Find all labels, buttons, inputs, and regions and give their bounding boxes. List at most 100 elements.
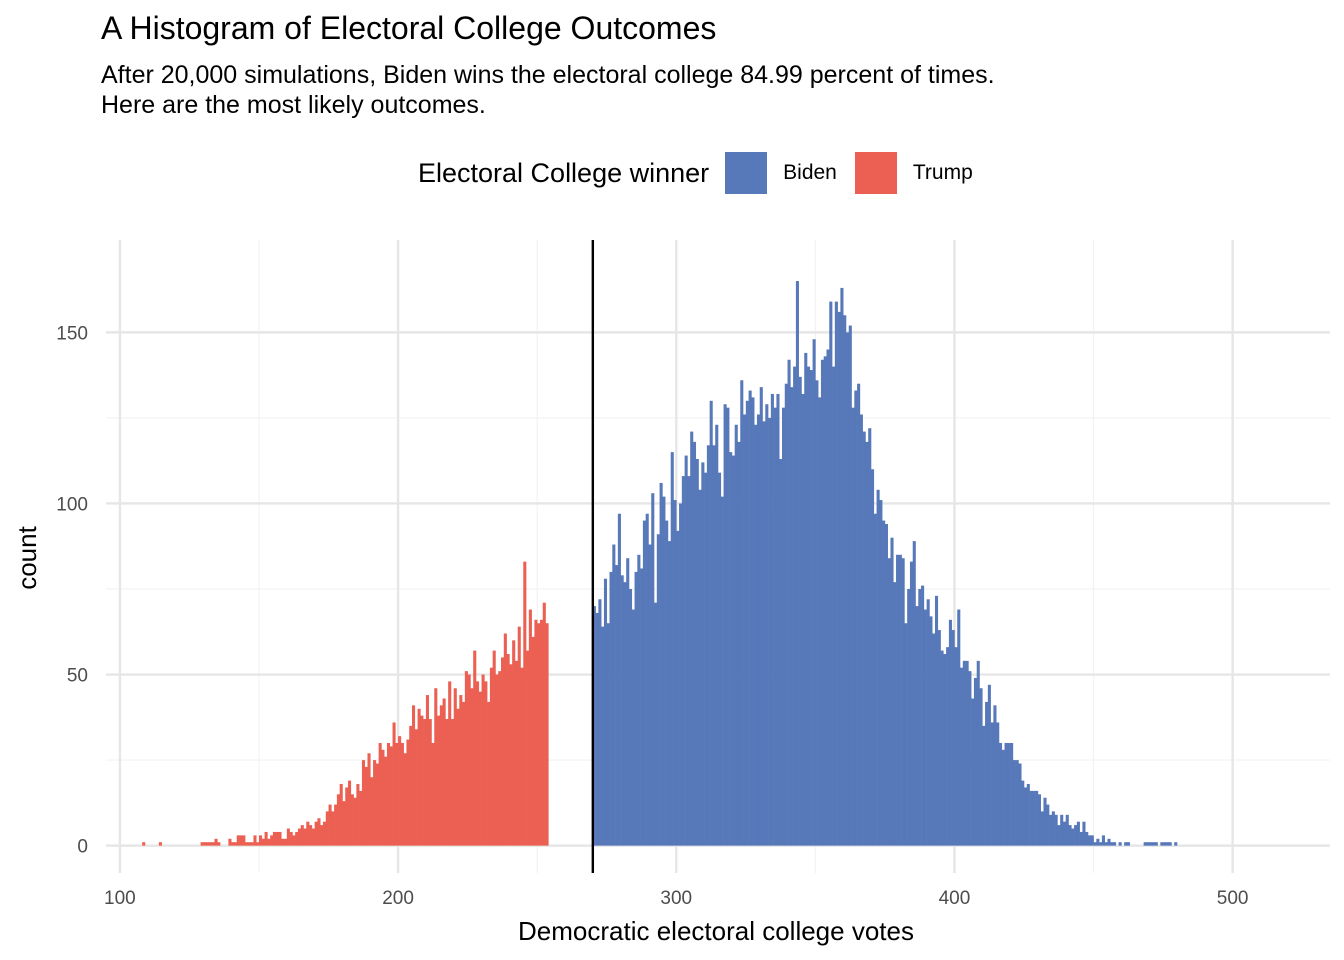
bar-biden xyxy=(934,595,939,846)
bar-trump xyxy=(158,842,162,846)
bar-biden xyxy=(1051,811,1055,846)
legend-key-trump xyxy=(854,152,897,194)
bar-biden xyxy=(1087,835,1092,846)
bar-biden xyxy=(1032,790,1036,846)
bar-biden xyxy=(670,452,674,846)
bar-biden xyxy=(896,554,900,846)
bar-biden xyxy=(648,544,652,846)
bar-biden xyxy=(1035,790,1039,846)
bar-biden xyxy=(765,404,769,846)
bar-biden xyxy=(645,513,649,846)
bar-trump xyxy=(484,681,488,846)
bar-biden xyxy=(960,667,964,846)
bar-biden xyxy=(823,356,827,846)
bar-biden xyxy=(615,565,619,846)
bar-trump xyxy=(322,821,327,846)
bar-trump xyxy=(434,688,438,846)
bar-biden xyxy=(1151,842,1156,846)
bar-biden xyxy=(1062,821,1067,846)
histogram-bars xyxy=(142,281,1178,846)
bar-biden xyxy=(865,441,869,846)
bar-trump xyxy=(331,811,335,846)
bar-biden xyxy=(1160,842,1164,846)
bar-trump xyxy=(300,825,304,846)
bar-biden xyxy=(1054,814,1058,846)
bar-biden xyxy=(665,520,669,846)
bar-biden xyxy=(871,469,875,846)
bar-biden xyxy=(898,554,902,846)
bar-biden xyxy=(606,623,610,846)
bar-trump xyxy=(384,756,388,846)
bar-biden xyxy=(1074,825,1078,846)
bar-trump xyxy=(400,742,404,846)
bar-trump xyxy=(275,831,279,846)
bar-biden xyxy=(954,647,958,846)
bar-trump xyxy=(501,657,505,846)
bar-trump xyxy=(495,674,499,846)
bar-biden xyxy=(926,599,930,846)
bar-trump xyxy=(395,742,399,846)
bar-biden xyxy=(804,352,808,846)
bar-biden xyxy=(1071,828,1075,846)
x-tick-label: 500 xyxy=(1217,888,1249,909)
subtitle-line-1: After 20,000 simulations, Biden wins the… xyxy=(101,61,995,89)
bar-biden xyxy=(701,462,705,846)
bar-biden xyxy=(740,380,744,846)
bar-biden xyxy=(845,332,850,846)
bar-biden xyxy=(859,414,863,846)
bar-trump xyxy=(309,825,313,846)
bar-biden xyxy=(921,585,925,846)
bar-biden xyxy=(962,660,966,846)
bar-biden xyxy=(973,677,978,846)
bar-trump xyxy=(242,835,246,846)
bar-trump xyxy=(467,674,471,846)
bar-trump xyxy=(325,811,329,846)
bar-biden xyxy=(876,489,880,846)
bar-trump xyxy=(350,794,354,846)
bar-trump xyxy=(445,719,449,846)
bar-biden xyxy=(1174,842,1178,846)
bar-biden xyxy=(1049,814,1053,846)
bar-biden xyxy=(993,705,997,846)
bar-trump xyxy=(498,671,502,846)
bar-biden xyxy=(1021,780,1025,846)
bar-trump xyxy=(473,650,477,846)
subtitle-line-2: Here are the most likely outcomes. xyxy=(101,91,486,119)
bar-trump xyxy=(481,674,485,846)
bar-trump xyxy=(509,664,513,846)
bar-trump xyxy=(297,828,302,846)
bar-biden xyxy=(834,301,838,846)
bar-biden xyxy=(695,458,699,846)
bar-biden xyxy=(1163,842,1167,846)
bar-biden xyxy=(943,654,947,846)
bar-biden xyxy=(837,311,841,846)
bar-biden xyxy=(982,725,986,846)
bar-biden xyxy=(1065,814,1069,846)
bar-biden xyxy=(1040,811,1044,846)
bar-trump xyxy=(214,838,218,846)
bar-biden xyxy=(1113,842,1117,846)
bar-biden xyxy=(820,359,825,846)
bar-trump xyxy=(381,749,385,846)
bar-trump xyxy=(247,842,251,846)
bar-biden xyxy=(1093,842,1097,846)
bar-biden xyxy=(918,589,922,846)
bar-biden xyxy=(1060,814,1064,846)
y-tick-label: 150 xyxy=(56,323,88,344)
bar-trump xyxy=(448,681,452,846)
bar-biden xyxy=(1143,842,1147,846)
bar-trump xyxy=(272,831,276,846)
bar-biden xyxy=(1124,842,1128,846)
bar-biden xyxy=(912,541,916,846)
bar-biden xyxy=(620,575,624,846)
bar-biden xyxy=(723,404,727,846)
bar-biden xyxy=(781,407,786,846)
bar-trump xyxy=(211,842,215,846)
bar-trump xyxy=(306,821,310,846)
legend-key-biden xyxy=(725,152,768,194)
bar-biden xyxy=(617,513,621,846)
bar-biden xyxy=(1076,821,1080,846)
bar-trump xyxy=(537,623,541,846)
bar-biden xyxy=(743,414,747,846)
bar-biden xyxy=(631,609,635,846)
